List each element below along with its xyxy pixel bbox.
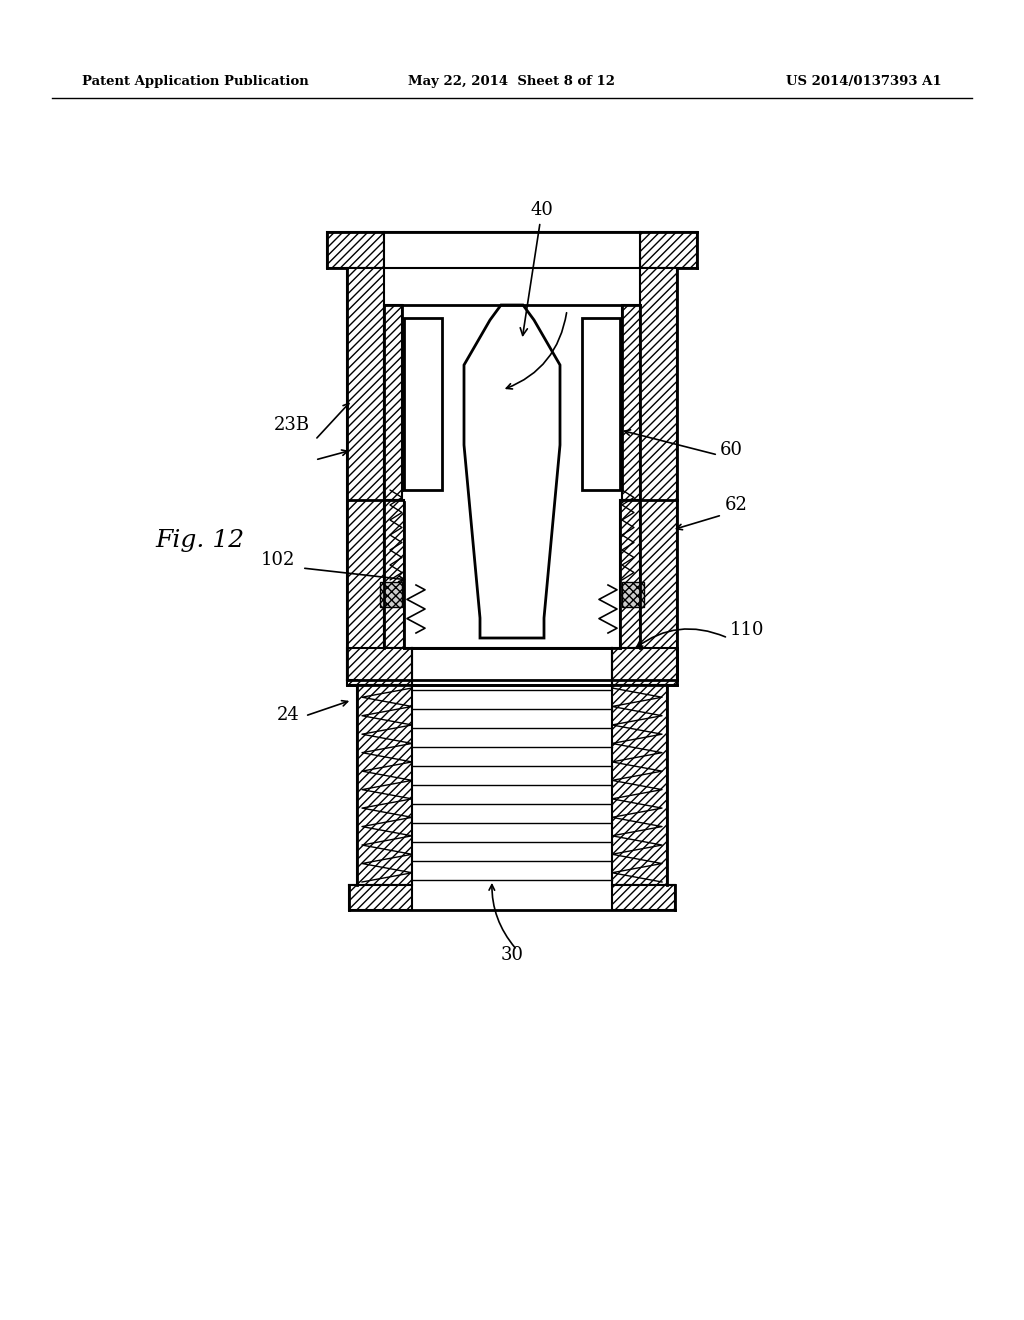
Bar xyxy=(384,305,402,500)
Bar xyxy=(380,582,402,607)
Text: May 22, 2014  Sheet 8 of 12: May 22, 2014 Sheet 8 of 12 xyxy=(409,75,615,88)
Bar xyxy=(640,232,697,268)
Bar xyxy=(620,500,640,648)
Bar xyxy=(622,582,644,607)
Bar xyxy=(384,500,404,648)
Text: 40: 40 xyxy=(520,201,553,335)
Bar xyxy=(612,685,667,884)
Bar xyxy=(357,685,412,884)
Text: 110: 110 xyxy=(730,620,765,639)
Bar xyxy=(384,232,640,268)
Bar xyxy=(622,305,640,500)
Text: 62: 62 xyxy=(725,496,748,513)
Text: US 2014/0137393 A1: US 2014/0137393 A1 xyxy=(786,75,942,88)
Bar xyxy=(349,884,412,909)
Bar xyxy=(347,648,412,685)
Bar xyxy=(612,648,677,685)
Bar xyxy=(612,884,675,909)
Text: 23B: 23B xyxy=(273,416,310,434)
Text: Fig. 12: Fig. 12 xyxy=(156,528,245,552)
Text: 60: 60 xyxy=(720,441,743,459)
Polygon shape xyxy=(464,305,560,638)
Text: 102: 102 xyxy=(261,550,295,569)
Bar xyxy=(327,232,384,268)
Bar xyxy=(347,268,384,680)
Bar xyxy=(582,318,620,490)
Text: 30: 30 xyxy=(501,946,523,964)
Bar xyxy=(347,648,677,685)
Bar xyxy=(404,318,442,490)
Bar xyxy=(640,268,677,680)
Text: 24: 24 xyxy=(278,706,300,723)
Text: Patent Application Publication: Patent Application Publication xyxy=(82,75,309,88)
